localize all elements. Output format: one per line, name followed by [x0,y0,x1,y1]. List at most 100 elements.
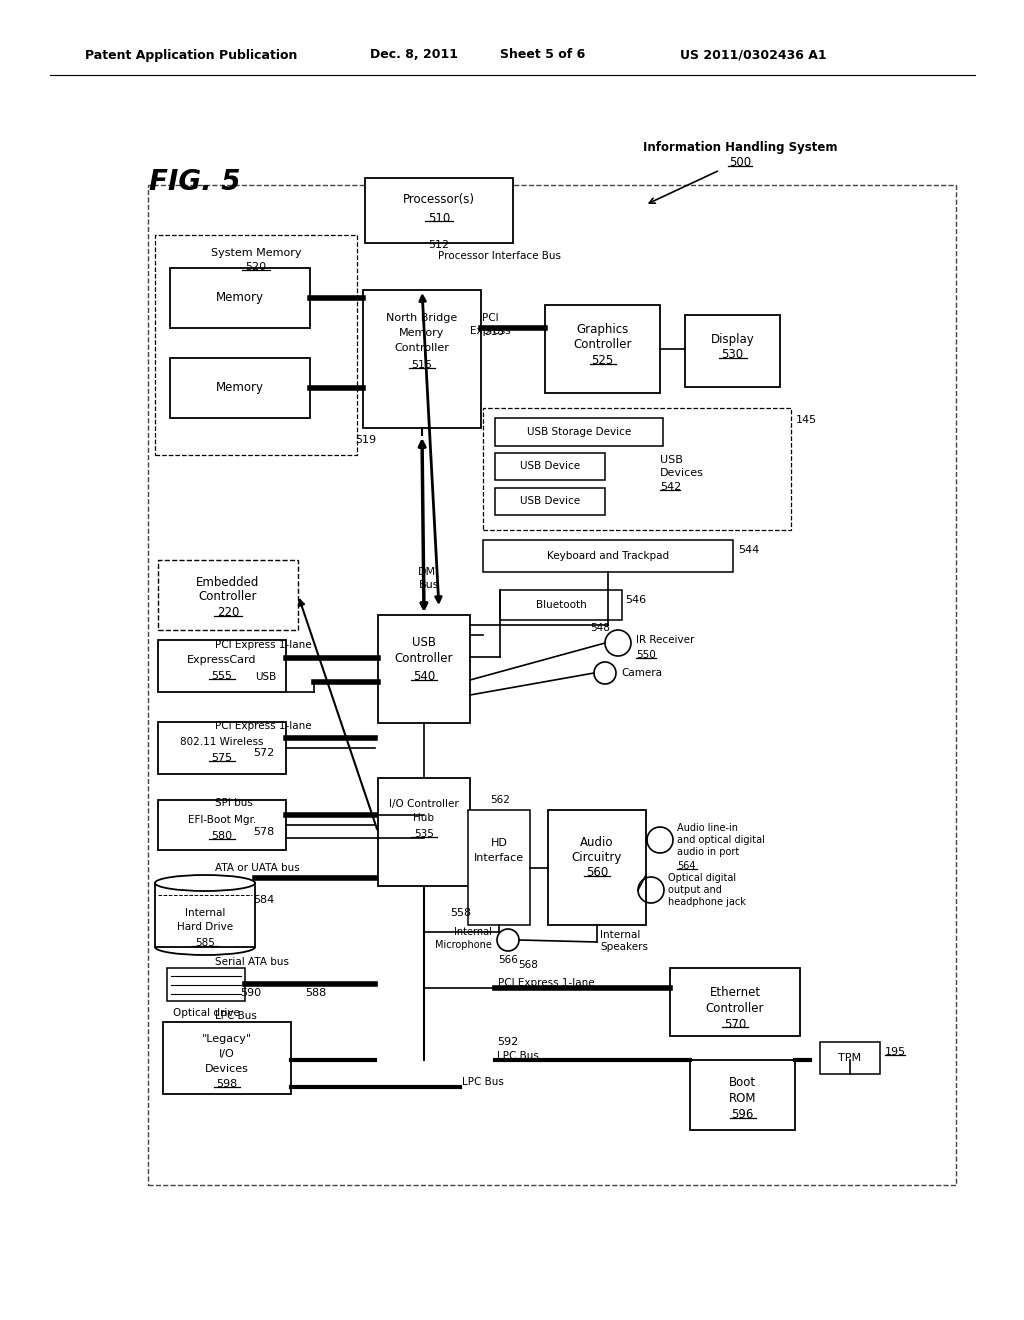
Text: 578: 578 [253,828,274,837]
Text: Controller: Controller [394,652,454,665]
Text: Memory: Memory [216,381,264,395]
Text: 518: 518 [484,327,504,337]
Text: Patent Application Publication: Patent Application Publication [85,49,297,62]
Text: I/O: I/O [219,1049,234,1059]
Text: 530: 530 [722,348,743,362]
Bar [362,290,481,428]
Text: Memory: Memory [216,292,264,305]
Text: TPM: TPM [839,1053,861,1063]
Text: HD: HD [490,838,508,847]
Bar [685,315,780,387]
Text: North Bridge: North Bridge [386,313,458,323]
Bar [545,305,660,393]
Text: 512: 512 [428,240,450,249]
Text: 220: 220 [217,606,240,619]
Text: Express: Express [470,326,510,337]
Text: Bluetooth: Bluetooth [536,601,587,610]
Text: 525: 525 [592,355,613,367]
Text: Serial ATA bus: Serial ATA bus [215,957,289,968]
Text: Circuitry: Circuitry [571,850,623,863]
Text: ATA or UATA bus: ATA or UATA bus [215,863,300,873]
Text: 596: 596 [731,1109,754,1122]
Text: Optical drive: Optical drive [173,1008,240,1018]
Text: audio in port: audio in port [677,847,739,857]
Text: ExpressCard: ExpressCard [187,655,257,665]
Text: Internal: Internal [454,927,492,937]
Text: 598: 598 [216,1078,238,1089]
Bar [670,968,800,1036]
Text: USB: USB [412,636,436,649]
Text: USB Storage Device: USB Storage Device [527,426,631,437]
Text: USB Device: USB Device [520,461,580,471]
Text: USB: USB [255,672,276,682]
Bar [163,1022,291,1094]
Text: Internal: Internal [600,931,640,940]
Text: Embedded: Embedded [197,576,260,589]
Text: 566: 566 [498,954,518,965]
Text: 585: 585 [195,939,215,948]
Text: 542: 542 [660,482,681,492]
Text: Devices: Devices [660,469,703,478]
Text: Processor Interface Bus: Processor Interface Bus [438,251,561,261]
Bar [495,418,663,446]
Bar [148,185,956,1185]
Text: Interface: Interface [474,853,524,863]
Text: Audio: Audio [581,836,613,849]
Text: PCI Express 1-lane: PCI Express 1-lane [215,721,311,731]
Text: 568: 568 [518,960,538,970]
Text: Boot: Boot [729,1076,756,1089]
Text: 584: 584 [253,895,274,906]
Text: Processor(s): Processor(s) [403,194,475,206]
Text: PCI Express 1-lane: PCI Express 1-lane [498,978,595,987]
Bar [495,488,605,515]
Text: 510: 510 [428,211,451,224]
Text: 544: 544 [738,545,759,554]
Bar [158,800,286,850]
Bar [483,540,733,572]
Text: ROM: ROM [729,1092,757,1105]
Text: 588: 588 [305,987,327,998]
Text: Sheet 5 of 6: Sheet 5 of 6 [500,49,586,62]
Ellipse shape [155,875,255,891]
Text: I/O Controller: I/O Controller [389,799,459,809]
Text: 145: 145 [796,414,817,425]
Text: LPC Bus: LPC Bus [497,1051,539,1061]
Text: Display: Display [711,333,755,346]
Text: Controller: Controller [199,590,257,603]
Text: 520: 520 [246,261,266,272]
Bar [170,358,310,418]
Bar [170,268,310,327]
Text: "Legacy": "Legacy" [202,1034,252,1044]
Bar [500,590,622,620]
Text: headphone jack: headphone jack [668,898,745,907]
Bar [495,453,605,480]
Text: 540: 540 [413,671,435,684]
Text: output and: output and [668,884,722,895]
Text: EFI-Boot Mgr.: EFI-Boot Mgr. [187,814,256,825]
Text: Ethernet: Ethernet [710,986,761,998]
Text: SPI bus: SPI bus [215,799,253,808]
Text: Speakers: Speakers [600,942,648,952]
Text: 546: 546 [625,595,646,605]
Bar [690,1060,795,1130]
Bar [155,235,357,455]
Text: Controller: Controller [394,343,450,352]
Text: 519: 519 [355,436,376,445]
Text: 515: 515 [412,360,432,370]
Text: 564: 564 [677,861,695,871]
Text: Memory: Memory [399,327,444,338]
Text: USB: USB [660,455,683,465]
Text: 555: 555 [212,671,232,681]
Bar [378,615,470,723]
Text: Keyboard and Trackpad: Keyboard and Trackpad [547,550,669,561]
Bar [365,178,513,243]
Bar [158,640,286,692]
Text: 580: 580 [211,832,232,841]
Text: PCI Express 1-lane: PCI Express 1-lane [215,640,311,649]
Text: USB Device: USB Device [520,496,580,506]
Text: 535: 535 [414,829,434,840]
Text: IR Receiver: IR Receiver [636,635,694,645]
Text: System Memory: System Memory [211,248,301,257]
Text: 195: 195 [885,1047,906,1057]
Text: LPC Bus: LPC Bus [215,1011,257,1020]
